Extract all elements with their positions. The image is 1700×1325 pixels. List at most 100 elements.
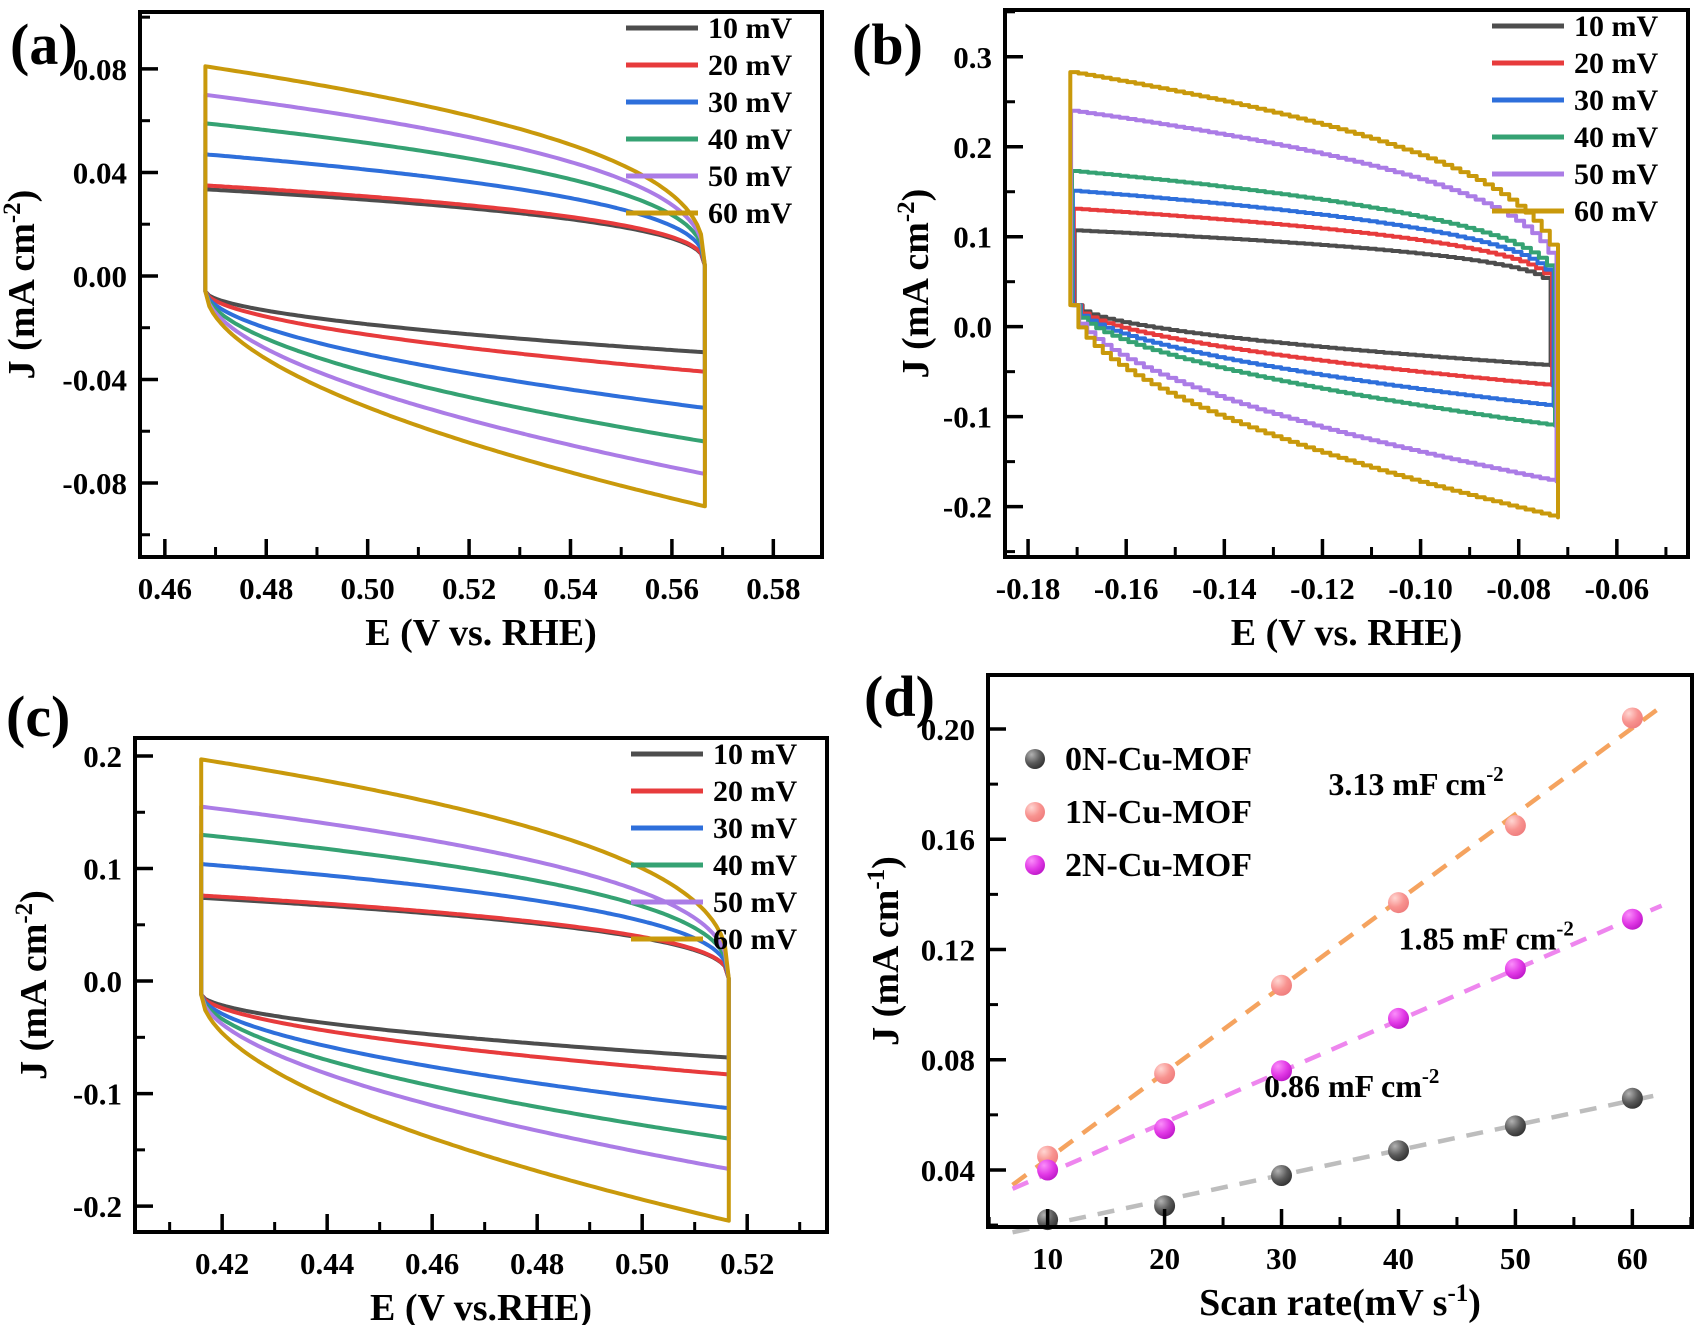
x-tick-label: 50 <box>1500 1241 1531 1276</box>
legend-label: 0N-Cu-MOF <box>1065 741 1252 778</box>
scatter-point-0n-cu-mof-50 <box>1504 1115 1526 1137</box>
legend-label: 10 mV <box>713 738 797 771</box>
x-tick-label: 0.52 <box>720 1246 774 1281</box>
legend-label: 50 mV <box>708 160 792 193</box>
panel-b: -0.18 -0.16 -0.14 -0.12 -0.10 -0.08 -0.06 0.3 0.… <box>850 0 1700 662</box>
scatter-point-2n-cu-mof-60 <box>1621 908 1643 930</box>
y-tick-label: 0.1 <box>953 220 992 255</box>
legend-dot-swatch <box>1025 802 1045 822</box>
y-tick-label: 0.04 <box>73 155 127 190</box>
y-tick-label: -0.1 <box>73 1077 122 1112</box>
legend-label: 2N-Cu-MOF <box>1065 847 1252 884</box>
legend-label: 40 mV <box>713 849 797 882</box>
capacitance-annotation-1: 1.85 mF cm-2 <box>1398 916 1573 956</box>
cv-curve-30-mv <box>1070 188 1556 408</box>
legend-dot-swatch <box>1025 749 1045 769</box>
plot-frame <box>138 10 824 559</box>
y-tick-label: 0.0 <box>83 964 122 999</box>
legend-label: 20 mV <box>1574 47 1658 80</box>
cv-curve-60-mv <box>1068 70 1560 520</box>
x-tick-label: 20 <box>1149 1241 1180 1276</box>
legend-label: 10 mV <box>1574 10 1658 43</box>
fit-line-0n-cu-mof <box>1012 1091 1663 1235</box>
y-tick-label: -0.2 <box>73 1189 122 1224</box>
legend-label: 50 mV <box>1574 158 1658 191</box>
scatter-point-0n-cu-mof-30 <box>1271 1165 1292 1186</box>
y-axis-label: J (mA cm-1) <box>863 856 907 1046</box>
x-tick-label: -0.10 <box>1388 571 1453 606</box>
scatter-point-0n-cu-mof-20 <box>1154 1195 1176 1217</box>
x-tick-label: 0.48 <box>239 571 293 606</box>
x-tick-label: 60 <box>1617 1241 1648 1276</box>
x-tick-label: -0.08 <box>1486 571 1551 606</box>
y-axis-label: J (mA cm-2) <box>0 190 43 380</box>
legend-label: 60 mV <box>713 923 797 956</box>
y-tick-label: 0.00 <box>73 259 127 294</box>
legend-label: 30 mV <box>713 812 797 845</box>
legend-label: 10 mV <box>708 12 792 45</box>
scatter-point-1n-cu-mof-20 <box>1154 1063 1176 1084</box>
legend-label: 60 mV <box>708 197 792 230</box>
panel-letter-d: (d) <box>864 664 935 729</box>
panel-c: 0.42 0.44 0.46 0.48 0.50 0.52 0.2 0.1 0.0 -0.1 -0.… <box>0 662 850 1325</box>
y-tick-label: -0.2 <box>943 490 992 525</box>
x-axis-label: E (V vs. RHE) <box>1231 612 1463 654</box>
x-tick-label: 0.52 <box>442 571 496 606</box>
scatter-point-1n-cu-mof-50 <box>1504 815 1526 836</box>
x-tick-label: 0.54 <box>543 571 597 606</box>
scatter-point-1n-cu-mof-40 <box>1388 892 1409 914</box>
x-tick-label: 0.44 <box>300 1246 354 1281</box>
x-tick-label: 0.50 <box>615 1246 669 1281</box>
plot-frame <box>1003 8 1690 559</box>
x-tick-label: -0.18 <box>996 571 1061 606</box>
x-tick-label: 0.56 <box>645 571 699 606</box>
legend-label: 20 mV <box>708 49 792 82</box>
y-axis-label: J (mA cm-2) <box>893 189 937 379</box>
scatter-point-2n-cu-mof-40 <box>1388 1007 1409 1029</box>
legend-label: 40 mV <box>708 123 792 156</box>
y-tick-label: -0.04 <box>62 362 127 397</box>
panel-d-plot: 3.13 mF cm-21.85 mF cm-20.86 mF cm-210 20… <box>863 664 1694 1324</box>
panel-c-plot: 0.42 0.44 0.46 0.48 0.50 0.52 0.2 0.1 0.0 -0.1 -0.… <box>6 684 829 1325</box>
y-tick-label: 0.16 <box>921 822 975 857</box>
scatter-point-1n-cu-mof-60 <box>1621 707 1643 729</box>
y-tick-label: -0.1 <box>943 400 992 435</box>
x-tick-label: -0.14 <box>1192 571 1257 606</box>
y-tick-label: 0.1 <box>83 852 122 887</box>
y-tick-label: 0.08 <box>73 52 127 87</box>
x-tick-label: 0.48 <box>510 1246 564 1281</box>
x-tick-label: 0.46 <box>405 1246 459 1281</box>
legend-label: 20 mV <box>713 775 797 808</box>
cv-curve-60-mv <box>203 64 707 509</box>
y-tick-label: 0.3 <box>953 40 992 75</box>
panel-letter-a: (a) <box>10 12 78 77</box>
fit-line-1n-cu-mof <box>1011 704 1663 1187</box>
scatter-point-0n-cu-mof-40 <box>1388 1140 1409 1162</box>
legend-label: 60 mV <box>1574 195 1658 228</box>
scatter-point-2n-cu-mof-20 <box>1154 1118 1176 1140</box>
x-axis-label: E (V vs.RHE) <box>370 1287 592 1325</box>
cv-curve-50-mv <box>1069 108 1559 484</box>
fit-line-2n-cu-mof <box>1011 903 1663 1191</box>
panel-a-plot: 0.46 0.48 0.50 0.52 0.54 0.56 0.58 0.08 0.04 0.00… <box>0 10 824 654</box>
cv-curve-60-mv <box>199 757 731 1223</box>
cv-curve-40-mv <box>203 121 707 444</box>
legend-label: 1N-Cu-MOF <box>1065 794 1252 831</box>
x-tick-label: -0.16 <box>1094 571 1159 606</box>
x-tick-label: 0.50 <box>341 571 395 606</box>
cv-curve-40-mv <box>199 832 731 1141</box>
x-tick-label: 40 <box>1383 1241 1414 1276</box>
x-tick-label: 0.42 <box>195 1246 249 1281</box>
y-tick-label: 0.0 <box>953 310 992 345</box>
scatter-point-1n-cu-mof-30 <box>1271 974 1292 996</box>
legend-label: 30 mV <box>708 86 792 119</box>
legend-label: 30 mV <box>1574 84 1658 117</box>
y-tick-label: 0.08 <box>921 1043 975 1078</box>
scatter-point-2n-cu-mof-30 <box>1271 1060 1292 1082</box>
panel-letter-b: (b) <box>852 12 923 77</box>
scatter-point-0n-cu-mof-60 <box>1621 1087 1643 1109</box>
x-axis-label: Scan rate(mV s-1) <box>1199 1280 1481 1324</box>
x-tick-label: 0.58 <box>746 571 800 606</box>
y-tick-label: 0.20 <box>921 712 975 747</box>
